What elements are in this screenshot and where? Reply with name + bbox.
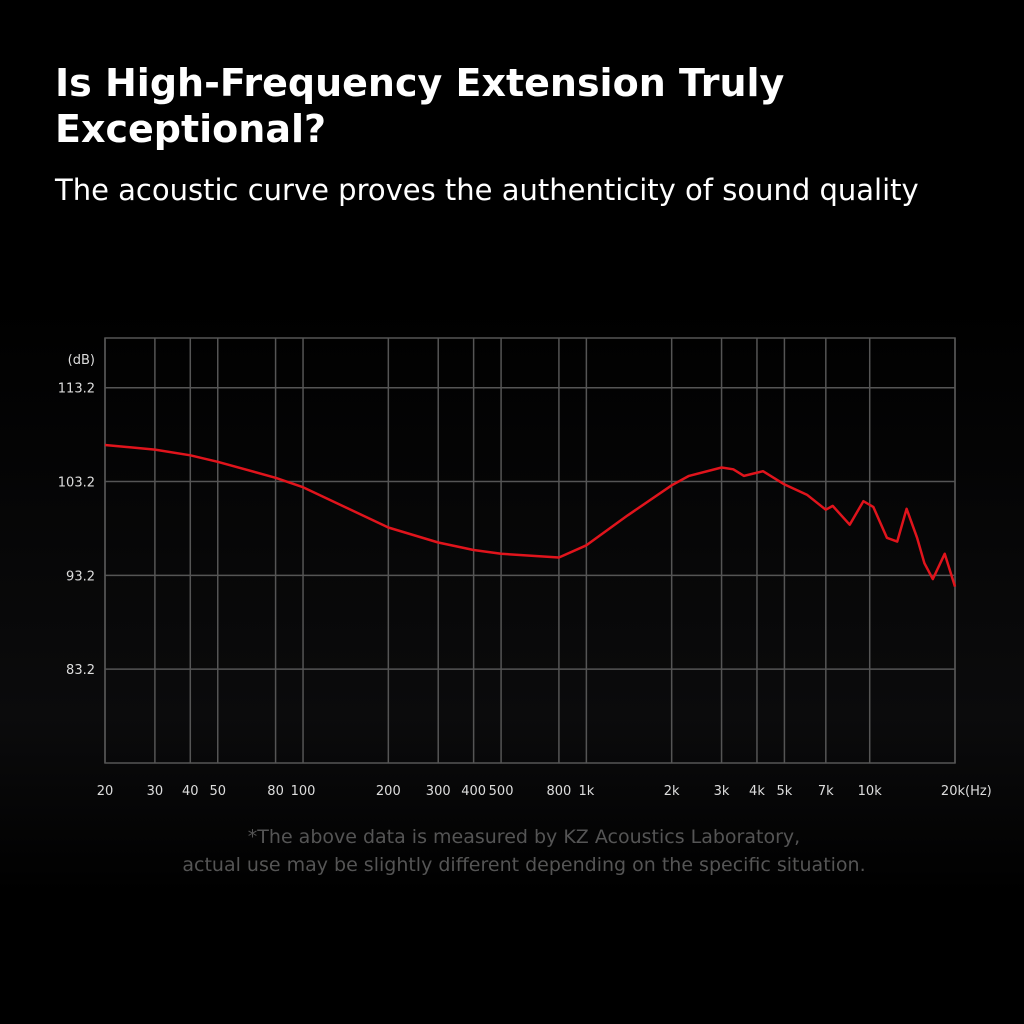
y-tick-label: 83.2 xyxy=(66,663,95,678)
response-curve xyxy=(104,443,957,587)
x-tick-label: 5k xyxy=(777,784,793,799)
x-tick-label: 50 xyxy=(209,784,226,799)
y-tick-label: 113.2 xyxy=(58,382,95,397)
x-tick-label: 7k xyxy=(818,784,834,799)
y-unit: (dB) xyxy=(68,353,95,368)
x-tick-label: 100 xyxy=(291,784,316,799)
x-tick-label: 800 xyxy=(547,784,572,799)
x-tick-label: 20 xyxy=(97,784,114,799)
chart-subtitle: The acoustic curve proves the authentici… xyxy=(54,173,919,207)
y-tick-label: 103.2 xyxy=(58,476,95,491)
footnote: actual use may be slightly different dep… xyxy=(182,854,865,876)
x-tick-label: 30 xyxy=(147,784,164,799)
plot: 20 30 40 50 80 100 200 300 400 500 800 1k 2k 3k 4k 5k 7k… xyxy=(58,337,992,876)
chart-background xyxy=(0,300,1024,895)
x-tick-label: 300 xyxy=(426,784,451,799)
x-tick-label: 3k xyxy=(714,784,730,799)
x-tick-label: 10k xyxy=(858,784,883,799)
y-tick-label: 93.2 xyxy=(66,569,95,584)
footnote: *The above data is measured by KZ Acoust… xyxy=(248,826,800,848)
x-tick-label: 20k xyxy=(941,784,966,799)
x-unit: (Hz) xyxy=(965,784,992,799)
x-tick-label: 80 xyxy=(267,784,284,799)
x-tick-label: 400 xyxy=(461,784,486,799)
x-tick-label: 40 xyxy=(182,784,199,799)
x-tick-label: 500 xyxy=(489,784,514,799)
chart-title: Is High-Frequency Extension Truly Excepti… xyxy=(55,61,785,151)
x-tick-label: 1k xyxy=(578,784,594,799)
x-tick-label: 200 xyxy=(376,784,401,799)
x-tick-label: 2k xyxy=(664,784,680,799)
x-tick-label: 4k xyxy=(749,784,765,799)
